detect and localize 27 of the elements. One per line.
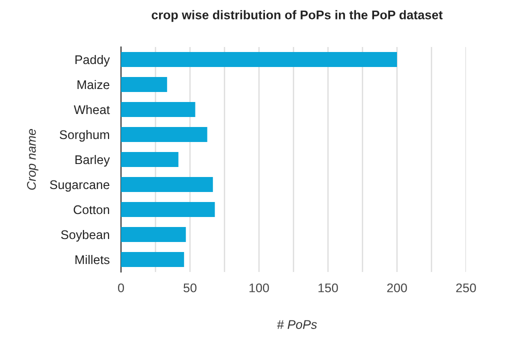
y-axis-title: Crop name [27,129,38,190]
bar [121,202,215,217]
y-tick-label: Sorghum [60,130,110,142]
x-axis-title: # PoPs [277,320,317,329]
x-tick-label: 200 [387,283,407,292]
x-tick-label: 0 [118,283,124,292]
bar [121,102,196,117]
y-tick-label: Paddy [75,54,110,67]
bar [121,77,168,92]
bar [121,252,184,267]
bar [121,127,208,142]
bar [121,177,213,192]
y-tick-label: Sugarcane [50,180,110,192]
bar [121,152,178,167]
y-tick-label: Wheat [74,104,110,114]
chart-title: crop wise distribution of PoPs in the PoP dataset [152,10,443,22]
x-tick-label: 100 [250,283,269,292]
y-tick-label: Cotton [74,205,110,214]
y-tick-label: Soybean [61,230,110,242]
x-tick-label: 150 [318,283,338,292]
bar [121,52,397,67]
x-tick-label: 250 [456,283,476,292]
x-tick-label: 50 [184,283,196,292]
y-tick-label: Maize [78,80,110,90]
y-tick-label: Barley [75,154,110,167]
y-tick-label: Millets [75,254,110,264]
bar [121,227,186,242]
